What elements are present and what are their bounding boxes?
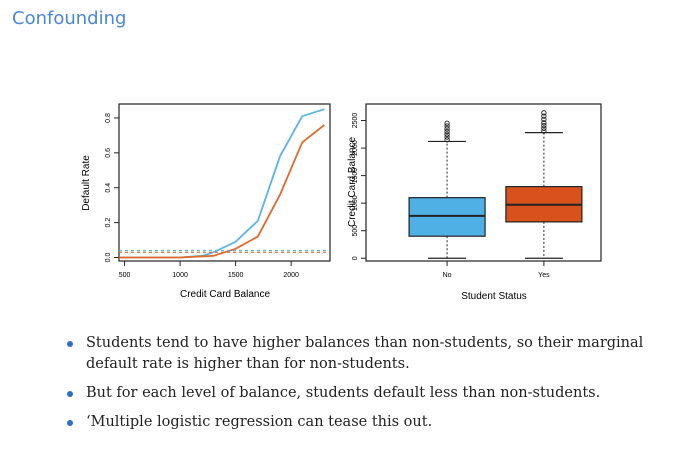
y-tick-label: 2000 [352,140,359,156]
line-chart-frame [118,103,331,262]
y-tick-label: 0 [352,256,359,260]
slide-title: Confounding [12,8,127,29]
series-line-2 [119,124,325,259]
box-chart-boxes [408,110,583,259]
bullet-dot-icon [67,341,73,347]
y-tick-label: 0.0 [105,253,112,263]
line-chart: 0.0 0.2 0.4 0.6 0.8 500 1000 1500 2000 Credit C… [81,103,331,300]
y-tick-label: 1500 [352,168,359,184]
bullet-item: ‘Multiple logistic regression can tease … [64,412,664,433]
box-chart-frame [365,103,602,262]
line-chart-y-label: Default Rate [81,155,92,211]
bullet-text: ‘Multiple logistic regression can tease … [86,414,433,430]
x-tick-label: 1000 [172,272,188,279]
outlier-point [541,125,547,131]
bullet-item: Students tend to have higher balances th… [64,333,664,375]
line-chart-x-label: Credit Card Balance [180,289,270,300]
box-chart-y-label: Credit Card Balance [347,137,358,227]
y-tick-label: 0.8 [105,113,112,123]
bullet-dot-icon [67,391,73,397]
outlier-point [444,120,450,126]
box-no [408,120,486,259]
box-yes [505,110,583,259]
figure: 0.0 0.2 0.4 0.6 0.8 500 1000 1500 2000 Credit C… [81,103,602,302]
x-tick-label: 2000 [283,272,299,279]
outlier-point [541,113,547,119]
x-tick-label: 500 [119,272,131,279]
y-tick-label: 0.4 [105,183,112,193]
outlier-point [444,137,450,143]
y-tick-label: 0.6 [105,148,112,158]
box-chart-x-label: Student Status [461,291,527,302]
outlier-point [541,110,547,116]
x-tick-label: No [443,272,452,279]
line-chart-x-axis: 500 1000 1500 2000 [119,261,299,279]
box-chart-y-axis: 0 500 1000 1500 2000 2500 [352,113,366,260]
iqr-box [408,197,486,237]
line-chart-series [119,108,330,259]
outlier-point [541,122,547,129]
outlier-point [444,134,450,140]
y-tick-label: 0.2 [105,218,112,228]
x-tick-label: Yes [538,272,550,279]
line-chart-y-axis: 0.0 0.2 0.4 0.6 0.8 [105,113,119,262]
outlier-point [541,116,547,123]
outlier-point [541,120,547,126]
series-line-1 [119,108,325,259]
bullet-dot-icon [67,420,73,426]
bullet-item: But for each level of balance, students … [64,383,664,404]
x-tick-label: 1500 [228,272,244,279]
outlier-point [444,126,450,132]
bullet-list: Students tend to have higher balances th… [64,333,664,441]
outlier-point [444,131,450,137]
outlier-point [444,123,450,129]
box-chart: 0 500 1000 1500 2000 2500 No Yes Student Statu… [347,103,602,302]
box-chart-x-axis: No Yes [443,261,550,279]
y-tick-label: 1000 [352,195,359,211]
outlier-point [541,128,547,134]
bullet-text: But for each level of balance, students … [86,385,601,401]
y-tick-label: 500 [352,225,359,237]
outlier-point [444,128,450,135]
bullet-text: Students tend to have higher balances th… [86,335,644,372]
y-tick-label: 2500 [352,113,359,129]
